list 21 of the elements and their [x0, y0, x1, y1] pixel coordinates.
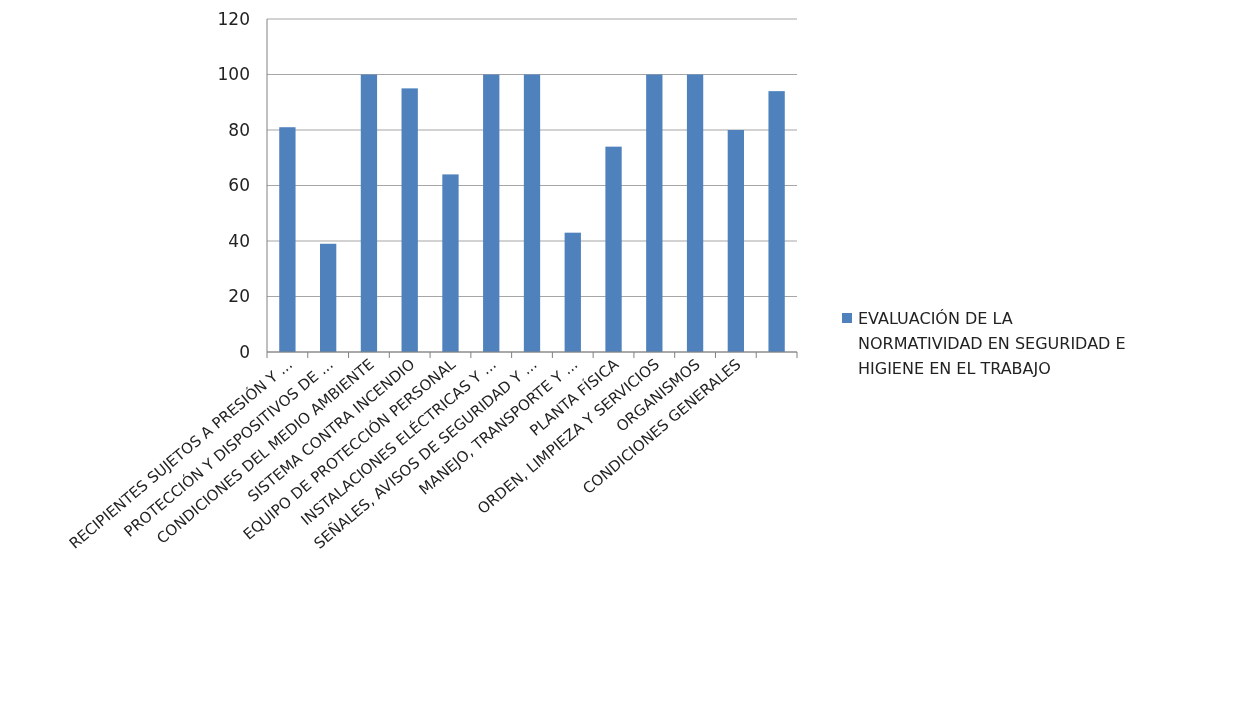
- bar: [564, 232, 581, 352]
- y-tick-label: 40: [228, 230, 250, 251]
- y-tick-label: 20: [228, 286, 250, 307]
- bar: [727, 130, 744, 352]
- bar: [483, 74, 500, 352]
- bar: [279, 127, 296, 352]
- bar: [768, 91, 785, 352]
- bar: [646, 74, 663, 352]
- y-tick-label: 100: [217, 64, 250, 85]
- y-tick-label: 120: [217, 8, 250, 29]
- y-tick-label: 0: [239, 341, 250, 362]
- bar: [605, 146, 622, 352]
- y-tick-label: 60: [228, 175, 250, 196]
- bar: [523, 74, 541, 352]
- bar: [442, 174, 459, 352]
- bar: [360, 74, 378, 352]
- y-tick-label: 80: [228, 119, 250, 140]
- bar: [401, 88, 418, 352]
- bar: [686, 74, 704, 352]
- legend-label: EVALUACIÓN DE LA NORMATIVIDAD EN SEGURIDAD E HIGIENE EN EL TRABAJO: [858, 309, 1126, 378]
- bar: [320, 243, 337, 352]
